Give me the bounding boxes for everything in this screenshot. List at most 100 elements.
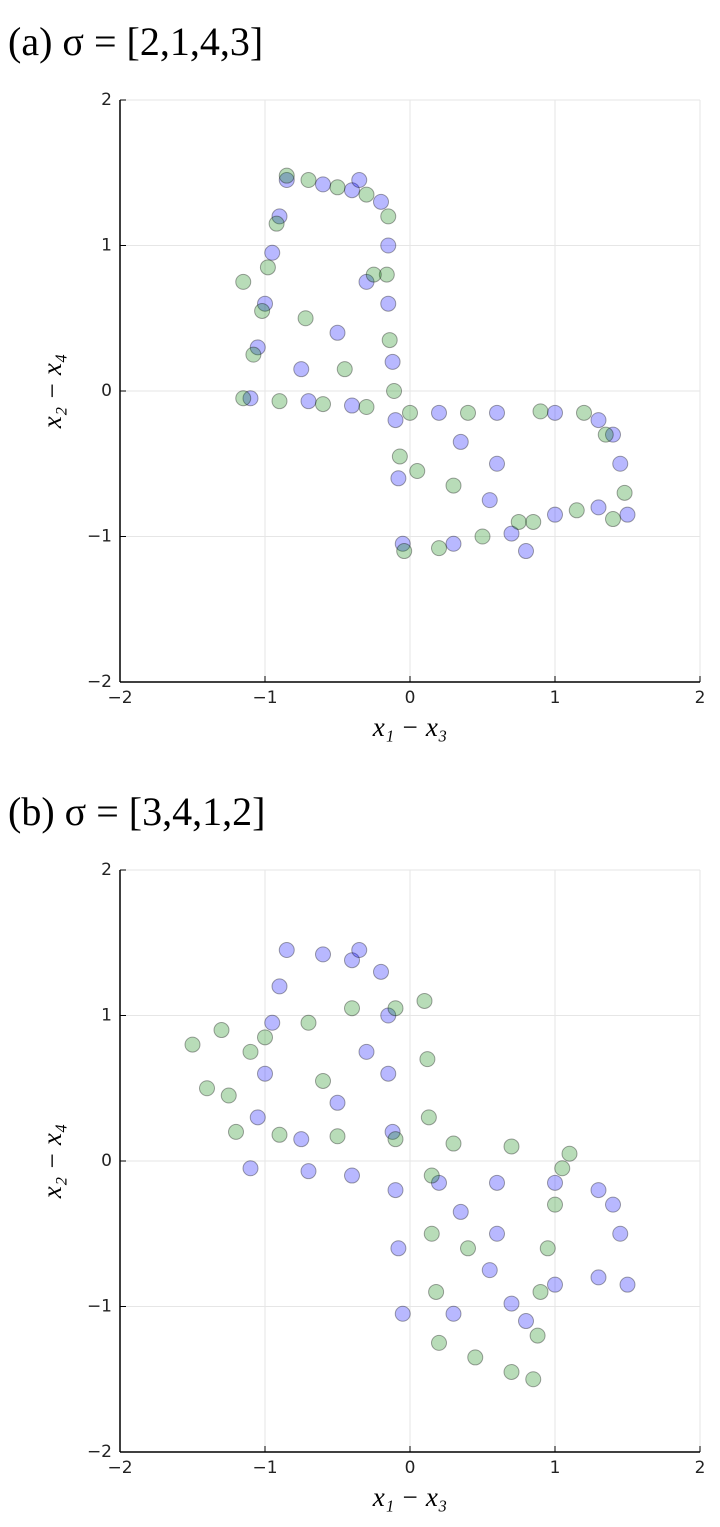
- point: [387, 1131, 404, 1148]
- point: [293, 361, 310, 378]
- point: [278, 172, 295, 189]
- point: [249, 1109, 266, 1126]
- point: [419, 1051, 436, 1068]
- point: [561, 1145, 578, 1162]
- y-tick-label: −1: [87, 527, 112, 547]
- point: [616, 484, 633, 501]
- point: [268, 215, 285, 232]
- point: [481, 492, 498, 509]
- point: [384, 1123, 401, 1140]
- point: [300, 393, 317, 410]
- point: [242, 1160, 259, 1177]
- point: [380, 295, 397, 312]
- y-tick-label: −2: [87, 1442, 112, 1462]
- point: [590, 1269, 607, 1286]
- point: [605, 426, 621, 443]
- point: [612, 455, 629, 472]
- point: [358, 1043, 375, 1060]
- point: [467, 1349, 484, 1366]
- point: [300, 1014, 317, 1031]
- point: [503, 1295, 520, 1312]
- point: [373, 193, 389, 210]
- point: [503, 1138, 520, 1155]
- point: [590, 412, 607, 429]
- chart-title: (b) σ = [3,4,1,2]: [8, 789, 265, 834]
- x-tick-label: −1: [252, 1458, 277, 1478]
- point: [336, 361, 353, 378]
- point: [235, 273, 252, 290]
- point: [365, 266, 382, 283]
- point: [460, 1240, 476, 1257]
- point: [351, 172, 368, 189]
- point: [228, 1123, 244, 1140]
- point: [257, 1029, 273, 1046]
- point: [384, 353, 401, 370]
- point: [259, 259, 276, 276]
- x-tick-label: 0: [405, 1458, 416, 1478]
- point: [481, 1262, 498, 1279]
- point: [254, 302, 271, 319]
- point: [315, 946, 331, 963]
- point: [394, 1305, 411, 1322]
- point: [423, 1225, 440, 1242]
- x-axis-label: x₁ − x₃: [372, 712, 447, 742]
- point: [396, 543, 413, 560]
- point: [605, 1196, 621, 1213]
- point: [416, 992, 433, 1009]
- point: [344, 397, 360, 414]
- y-tick-label: 0: [101, 381, 112, 401]
- point: [525, 513, 542, 530]
- point: [390, 1240, 407, 1257]
- point: [358, 273, 375, 290]
- point: [264, 244, 281, 261]
- point: [568, 502, 585, 519]
- point: [489, 1174, 505, 1191]
- point: [344, 952, 360, 969]
- point: [264, 1014, 281, 1031]
- point: [409, 463, 426, 480]
- point: [387, 1000, 404, 1017]
- point: [445, 535, 462, 552]
- point: [329, 1094, 346, 1111]
- point: [532, 1283, 549, 1300]
- point: [329, 324, 346, 341]
- point: [245, 346, 262, 363]
- point: [271, 1126, 288, 1143]
- point: [619, 1276, 636, 1293]
- point: [420, 1109, 437, 1126]
- point: [612, 1225, 629, 1242]
- point: [605, 511, 621, 528]
- point: [387, 412, 404, 429]
- point: [554, 1160, 571, 1177]
- point: [315, 1072, 331, 1089]
- panel: (b) σ = [3,4,1,2] −2 −1 0 1 2 −2 −1 0 1 2 x₁ − x₃ x₂…: [8, 789, 705, 1512]
- point: [539, 1240, 556, 1257]
- point: [445, 1135, 462, 1152]
- point: [547, 506, 563, 523]
- point: [271, 393, 288, 410]
- y-tick-label: −1: [87, 1297, 112, 1317]
- point: [391, 448, 408, 465]
- point: [315, 176, 331, 193]
- point: [529, 1327, 546, 1344]
- point: [329, 1128, 346, 1145]
- x-tick-label: −1: [252, 688, 277, 708]
- point: [381, 332, 398, 349]
- point: [597, 426, 614, 443]
- point: [431, 1174, 447, 1191]
- point: [518, 1313, 534, 1330]
- point: [213, 1022, 230, 1039]
- point: [518, 543, 534, 560]
- y-tick-label: 2: [101, 90, 112, 110]
- point: [532, 403, 549, 420]
- point: [358, 399, 375, 416]
- point: [297, 310, 314, 327]
- point: [220, 1087, 237, 1104]
- point: [445, 477, 462, 494]
- point: [474, 528, 491, 545]
- point: [452, 433, 469, 450]
- y-axis-label: x₂ − x₄: [37, 1124, 67, 1199]
- point: [394, 535, 411, 552]
- y-tick-label: 2: [101, 860, 112, 880]
